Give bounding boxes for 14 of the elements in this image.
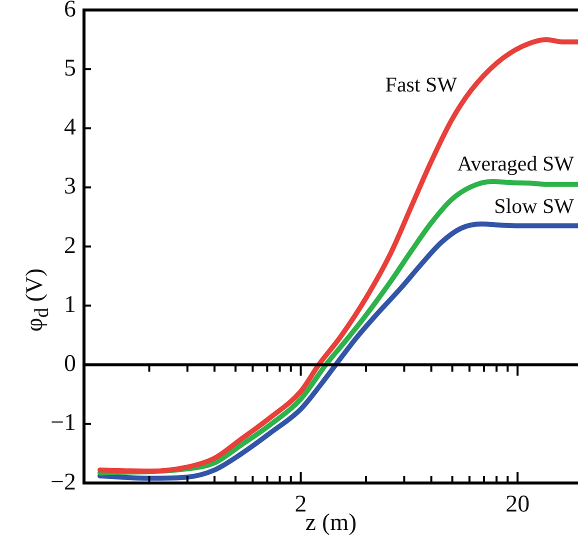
y-tick-label: 4: [64, 114, 76, 141]
x-tick-label: 20: [506, 492, 530, 518]
y-tick-label: −1: [50, 410, 76, 436]
series-label: Averaged SW: [457, 151, 574, 176]
x-axis-title: z (m): [305, 510, 357, 537]
y-tick-label: 5: [64, 55, 76, 82]
y-tick-label: 1: [64, 292, 76, 318]
y-tick-label: 0: [64, 351, 76, 378]
series-label: Fast SW: [385, 72, 458, 96]
series-label: Slow SW: [494, 194, 574, 218]
y-tick-label: 6: [64, 0, 76, 22]
y-tick-label: 3: [64, 174, 76, 200]
y-tick-label: 2: [64, 232, 76, 259]
y-tick-label: −2: [50, 469, 76, 496]
